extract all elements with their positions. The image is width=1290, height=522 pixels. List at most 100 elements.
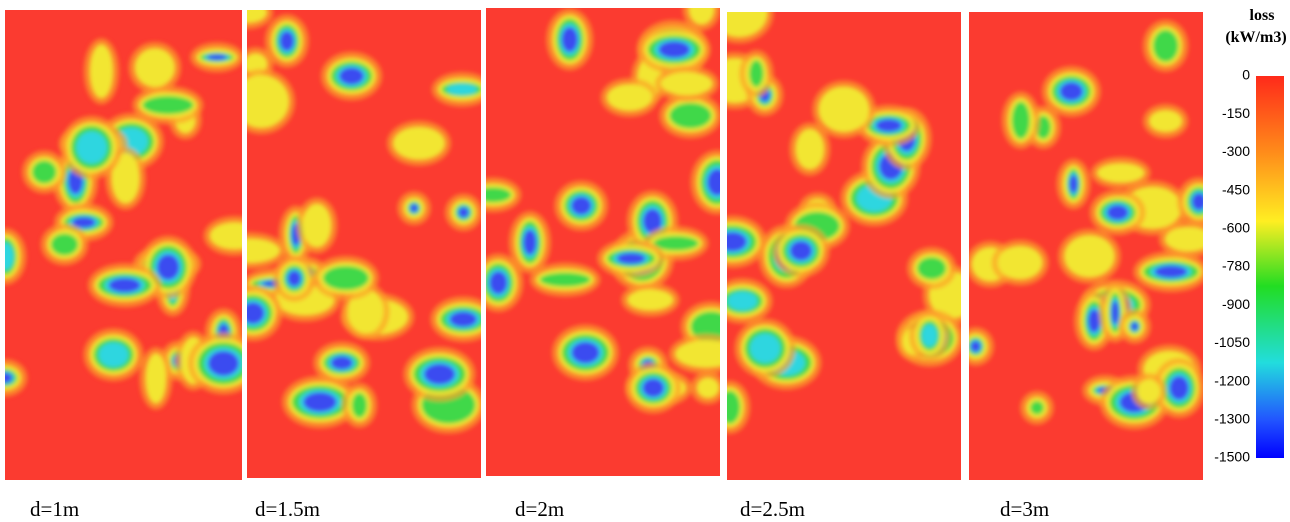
blob xyxy=(1130,322,1139,331)
blob xyxy=(1096,162,1145,183)
colorbar-tick-label: -1300 xyxy=(1214,411,1250,427)
blob xyxy=(449,311,477,327)
blob xyxy=(1137,379,1161,404)
contour-panel xyxy=(486,8,720,476)
blob xyxy=(446,83,478,95)
blob xyxy=(209,222,242,250)
colorbar-tick-label: -150 xyxy=(1222,105,1250,121)
blob xyxy=(1064,235,1115,278)
contour-panel xyxy=(727,12,961,480)
colorbar-tick-label: -780 xyxy=(1222,258,1250,274)
contour-blobs xyxy=(486,8,720,414)
panel-label: d=2m xyxy=(515,497,564,521)
blob xyxy=(921,324,938,347)
contour-panel xyxy=(5,10,242,480)
colorbar-title: loss xyxy=(1250,7,1275,24)
blob xyxy=(279,31,295,52)
blob xyxy=(108,277,141,293)
blob xyxy=(696,377,720,399)
blob xyxy=(795,128,825,170)
blob xyxy=(539,272,591,287)
blob xyxy=(322,265,369,291)
blob xyxy=(1088,309,1101,333)
blob xyxy=(1148,109,1183,133)
contour-blobs xyxy=(5,38,242,410)
blob xyxy=(727,390,741,424)
blob xyxy=(339,67,364,85)
blob xyxy=(486,187,512,203)
blob xyxy=(727,12,768,38)
blob xyxy=(302,203,332,248)
blob xyxy=(917,256,947,280)
contour-blobs xyxy=(969,19,1203,430)
colorbar-tick-label: -1200 xyxy=(1214,372,1250,388)
blob xyxy=(749,60,764,88)
blob xyxy=(1059,82,1083,101)
blob xyxy=(523,229,537,256)
blob xyxy=(330,356,353,370)
colorbar xyxy=(1256,76,1284,458)
blob xyxy=(997,245,1043,280)
blob xyxy=(303,392,337,412)
blob xyxy=(660,71,713,96)
blob xyxy=(5,242,14,271)
blob xyxy=(76,131,108,164)
colorbar-tick-label: -600 xyxy=(1222,220,1250,236)
blob xyxy=(134,47,175,88)
blob xyxy=(1069,174,1078,194)
blob xyxy=(970,340,981,353)
blob xyxy=(247,238,281,264)
blob xyxy=(423,363,456,385)
blob xyxy=(50,233,79,256)
blob xyxy=(347,288,384,334)
blob xyxy=(642,378,665,398)
blob xyxy=(351,392,368,418)
blob xyxy=(72,216,96,228)
blob xyxy=(1111,300,1119,325)
blob xyxy=(616,252,646,264)
blob xyxy=(111,153,140,204)
blob xyxy=(89,44,114,99)
blob xyxy=(1169,376,1189,401)
blob xyxy=(688,8,715,25)
blob xyxy=(458,207,469,218)
blob xyxy=(669,102,712,129)
colorbar-tick-label: -1500 xyxy=(1214,449,1250,465)
blob xyxy=(156,254,180,281)
panel-label: d=1.5m xyxy=(255,497,320,521)
blob xyxy=(571,341,600,364)
blob xyxy=(1154,265,1188,279)
blob xyxy=(627,289,674,311)
blob xyxy=(561,26,578,53)
blob xyxy=(675,340,720,368)
blob xyxy=(410,203,419,213)
blob xyxy=(287,270,302,287)
panel-label: d=3m xyxy=(1000,497,1049,521)
blob xyxy=(658,41,691,59)
contour-blobs xyxy=(247,10,481,434)
colorbar-tick-label: -450 xyxy=(1222,181,1250,197)
blob xyxy=(247,302,265,324)
blob xyxy=(145,353,167,404)
blob xyxy=(142,95,194,115)
blob xyxy=(208,350,239,376)
blob xyxy=(1164,226,1203,252)
blob xyxy=(5,372,13,384)
blob xyxy=(727,291,758,311)
contour-panel xyxy=(969,12,1203,480)
blob xyxy=(643,208,662,234)
contour-blobs xyxy=(727,12,961,434)
blob xyxy=(247,10,268,24)
blob xyxy=(707,168,720,196)
panel-label: d=2.5m xyxy=(740,497,805,521)
blob xyxy=(247,75,290,129)
colorbar-tick-label: -300 xyxy=(1222,143,1250,159)
blob xyxy=(727,231,747,252)
blob xyxy=(489,271,508,295)
contour-panel xyxy=(247,10,481,478)
panel-label: d=1m xyxy=(30,497,79,521)
blob xyxy=(1106,204,1129,221)
blob xyxy=(818,86,870,133)
blob xyxy=(749,333,781,364)
